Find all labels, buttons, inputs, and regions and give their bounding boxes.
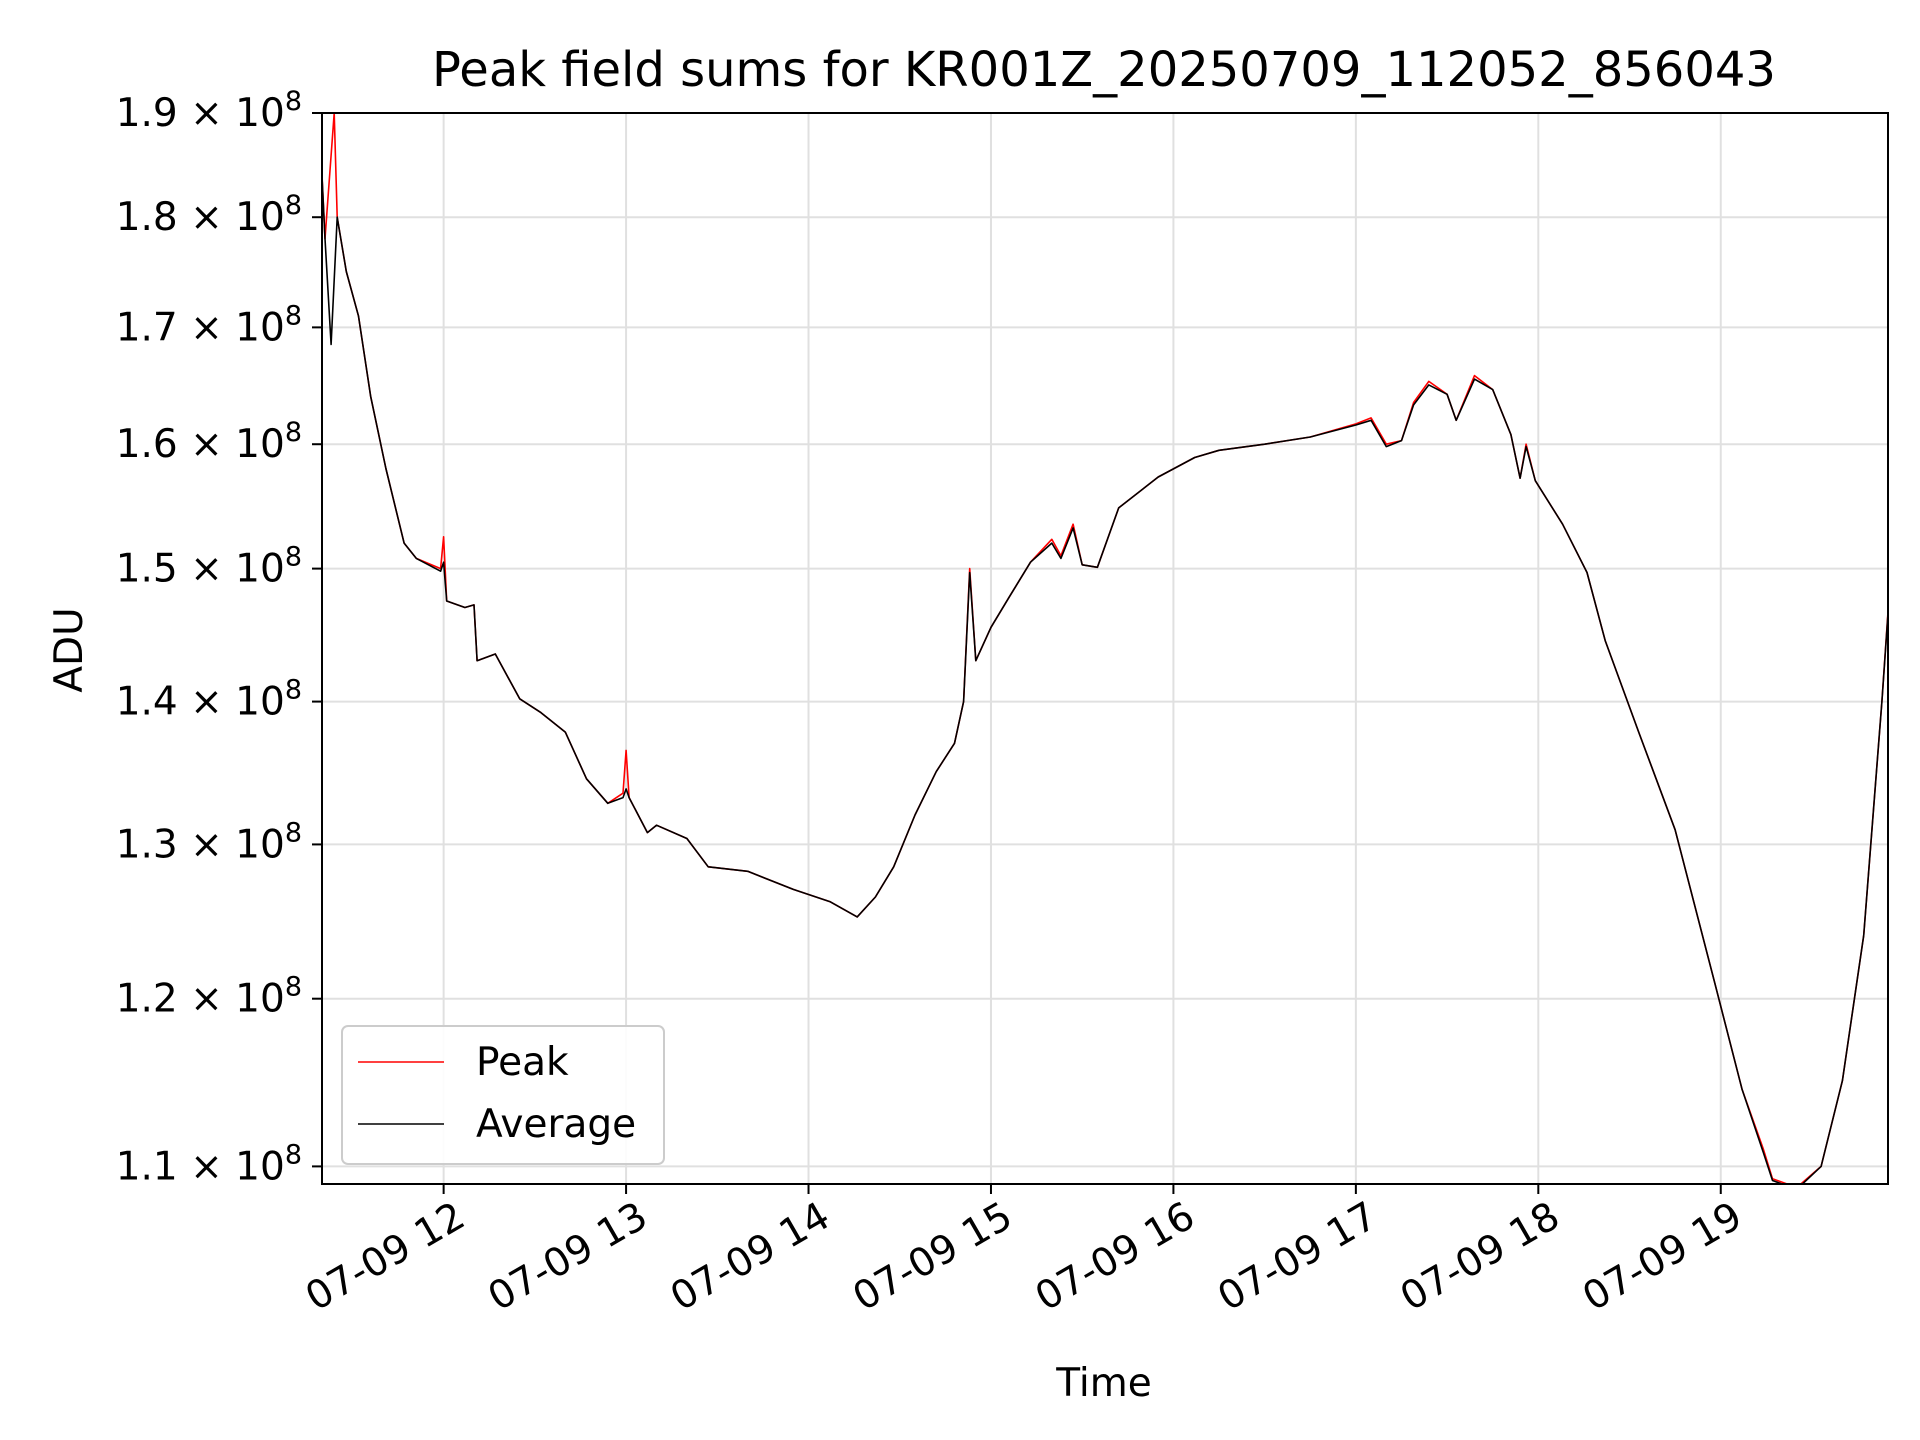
y-axis: 1.1 × 108 1.2 × 108 1.3 × 108 1.4 × 108 1.5 …: [116, 86, 322, 1189]
legend: Peak Average: [341, 1025, 665, 1165]
y-tick-label: 1.1 × 108: [116, 1139, 302, 1189]
y-tick-label: 1.9 × 108: [116, 86, 302, 136]
plot-frame: [321, 112, 1889, 1185]
y-tick-label: 1.5 × 108: [116, 542, 302, 592]
plot-lines: [322, 113, 1888, 1184]
y-tick-label: 1.8 × 108: [116, 190, 302, 240]
grid: [322, 112, 1888, 1184]
y-tick-label: 1.6 × 108: [116, 417, 302, 467]
y-axis-title: ADU: [47, 607, 92, 692]
legend-label-average: Average: [476, 1102, 636, 1147]
chart-title: Peak field sums for KR001Z_20250709_1120…: [432, 42, 1776, 98]
x-axis-title: Time: [1055, 1361, 1151, 1406]
y-tick-label: 1.2 × 108: [116, 972, 302, 1022]
y-tick-label: 1.4 × 108: [116, 675, 302, 725]
y-tick-label: 1.3 × 108: [116, 817, 302, 867]
series-line-average: [322, 176, 1888, 1184]
legend-box: [341, 1025, 665, 1165]
legend-label-peak: Peak: [476, 1040, 569, 1085]
y-tick-label: 1.7 × 108: [116, 300, 302, 350]
